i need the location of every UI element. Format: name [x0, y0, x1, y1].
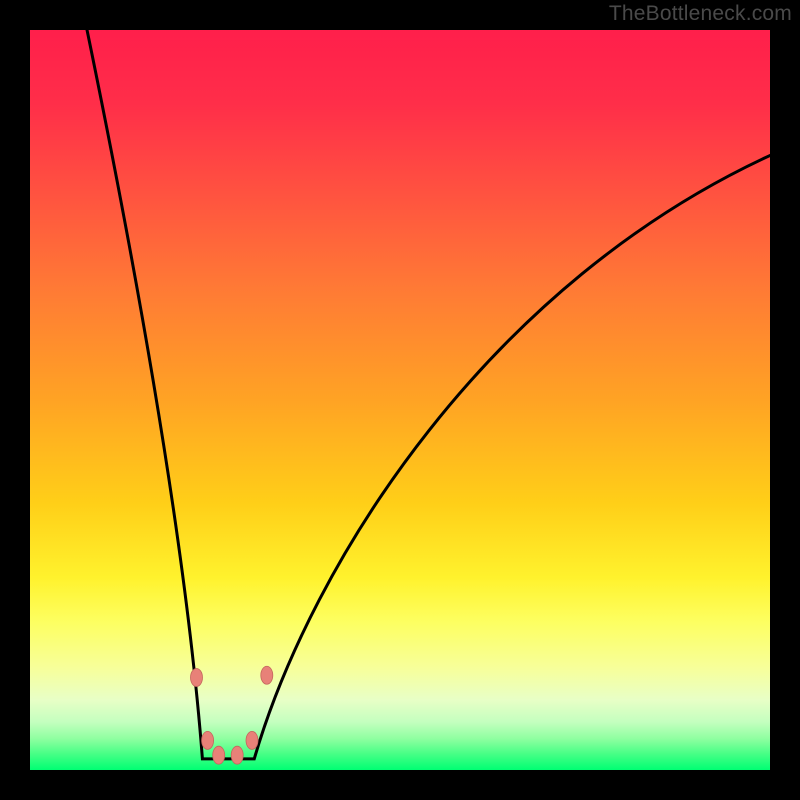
bottleneck-chart [0, 0, 800, 800]
watermark-text: TheBottleneck.com [609, 2, 792, 26]
gradient-panel [30, 30, 770, 770]
curve-marker [231, 746, 243, 764]
curve-marker [202, 731, 214, 749]
curve-marker [261, 666, 273, 684]
curve-marker [213, 746, 225, 764]
curve-marker [191, 669, 203, 687]
curve-marker [246, 731, 258, 749]
